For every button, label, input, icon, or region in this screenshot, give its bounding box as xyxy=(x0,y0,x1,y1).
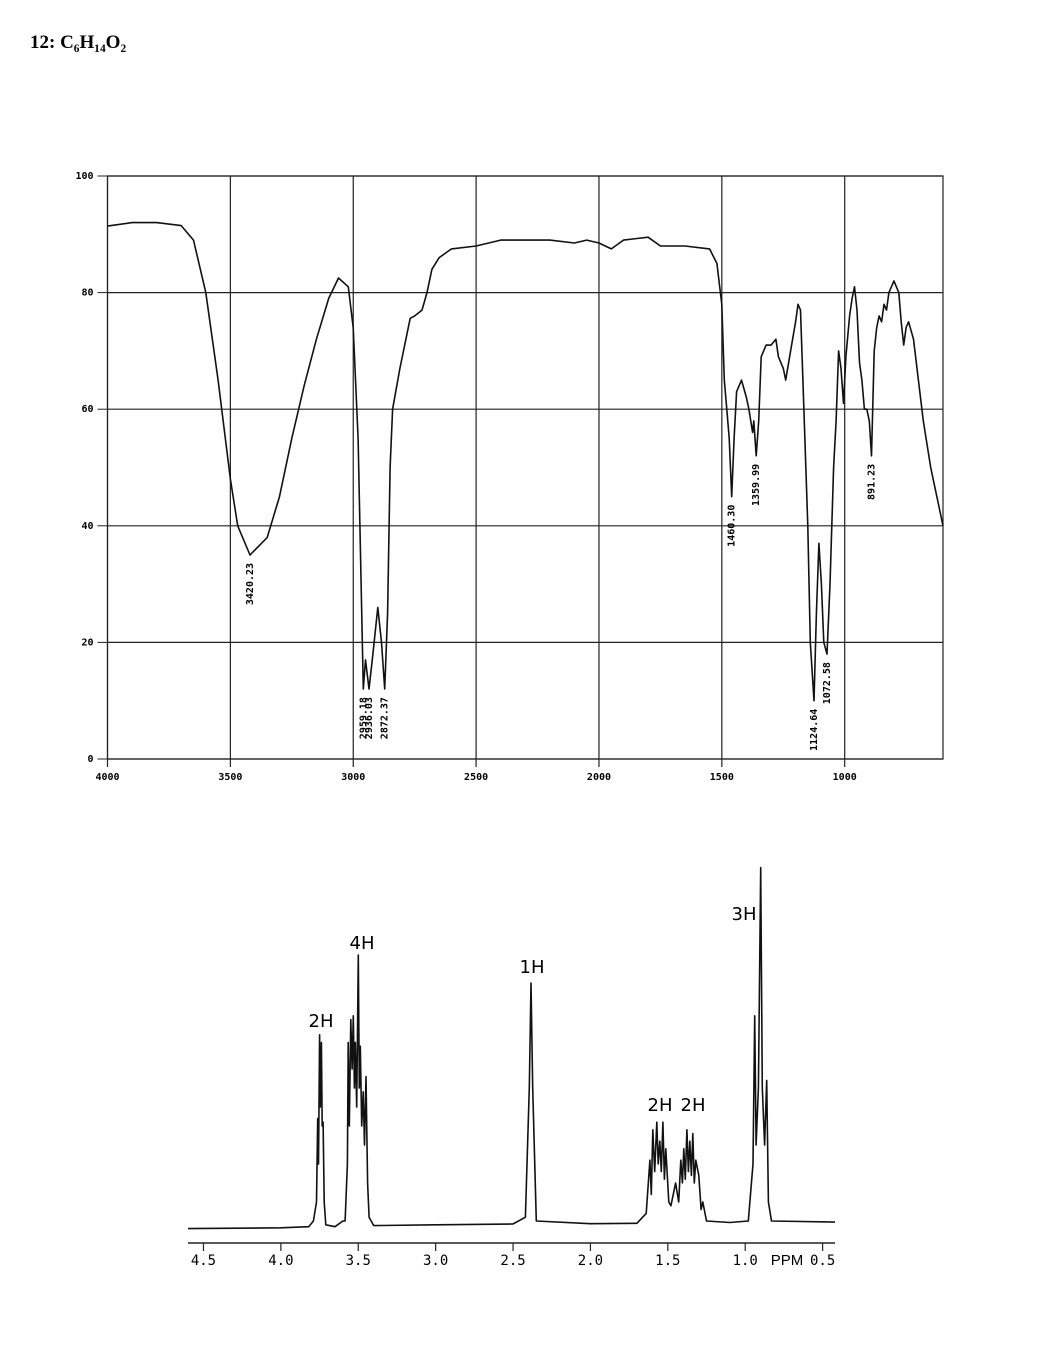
peak-label: 2872.37 xyxy=(380,697,391,739)
peak-label: 1124.64 xyxy=(809,709,820,751)
document-title: 12: C₆H₁₄O₂ xyxy=(30,32,127,53)
x-tick-label: 2500 xyxy=(464,772,488,783)
x-tick-label: 3.5 xyxy=(346,1253,371,1269)
y-tick-label: 80 xyxy=(81,288,93,299)
peak-label: 891.23 xyxy=(866,464,877,500)
y-tick-label: 20 xyxy=(81,637,93,648)
peak-label: 2959.18 xyxy=(358,697,369,739)
integration-label: 2H xyxy=(681,1095,706,1116)
integration-label: 2H xyxy=(648,1095,673,1116)
x-tick-label: 2000 xyxy=(587,772,611,783)
x-tick-label: 2.0 xyxy=(578,1253,603,1269)
y-tick-label: 0 xyxy=(87,754,93,765)
x-tick-label: 4000 xyxy=(95,772,119,783)
x-tick-label: 3500 xyxy=(218,772,242,783)
x-tick-label: 1.5 xyxy=(655,1253,680,1269)
spectrum-line xyxy=(107,221,944,702)
x-tick-label: 0.5 xyxy=(810,1253,835,1269)
peak-label: 2936.03 xyxy=(364,697,375,739)
x-tick-label: 3.0 xyxy=(423,1253,448,1269)
integration-label: 3H xyxy=(732,904,757,925)
x-tick-label: 1500 xyxy=(710,772,734,783)
x-tick-label: 3000 xyxy=(341,772,365,783)
plot-frame xyxy=(106,175,944,760)
peak-label: 1359.99 xyxy=(751,464,762,506)
integration-label: 1H xyxy=(520,957,545,978)
x-tick-label: 1000 xyxy=(833,772,857,783)
integration-label: 2H xyxy=(309,1011,334,1032)
peak-label: 1072.58 xyxy=(822,662,833,704)
x-tick-label: 4.5 xyxy=(191,1253,216,1269)
x-tick-label: 1.0 xyxy=(733,1253,758,1269)
x-axis-label: PPM xyxy=(771,1252,804,1269)
integration-label: 4H xyxy=(350,933,375,954)
y-tick-label: 40 xyxy=(81,521,93,532)
y-tick-label: 60 xyxy=(81,404,93,415)
spectrum-line xyxy=(187,866,836,1230)
y-tick-label: 100 xyxy=(75,171,93,182)
x-tick-label: 4.0 xyxy=(268,1253,293,1269)
peak-label: 1460.30 xyxy=(727,505,738,547)
x-tick-label: 2.5 xyxy=(500,1253,525,1269)
peak-label: 3420.23 xyxy=(245,563,256,605)
